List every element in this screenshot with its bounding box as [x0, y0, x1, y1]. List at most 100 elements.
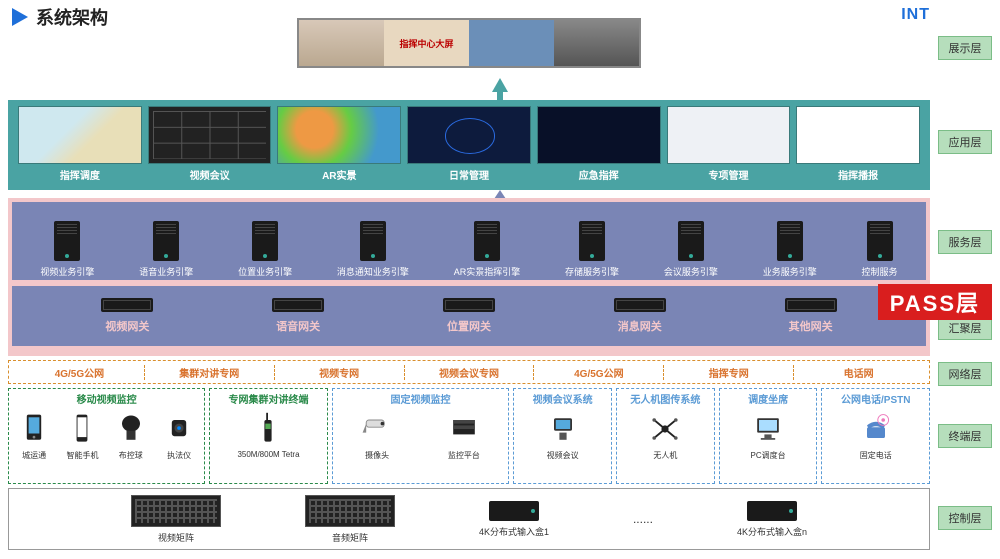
server-icon	[54, 221, 80, 261]
device-item: 智能手机	[66, 408, 98, 481]
cam-icon	[163, 408, 195, 450]
device-label: 监控平台	[448, 450, 480, 461]
server-icon	[153, 221, 179, 261]
control-item: 音频矩阵	[305, 495, 395, 544]
group-title: 视频会议系统	[518, 391, 607, 406]
app-label: AR实景	[322, 167, 356, 182]
gateway-label: 消息网关	[618, 318, 662, 334]
gateway-label: 位置网关	[447, 318, 491, 334]
gateway-icon	[785, 298, 837, 312]
gateway: 视频网关	[101, 298, 153, 334]
control-label: 4K分布式输入盒1	[479, 525, 549, 538]
service-label: 位置业务引擎	[238, 265, 292, 278]
device-label: 摄像头	[365, 450, 389, 461]
gateway-icon	[443, 298, 495, 312]
control-item: ......	[633, 512, 653, 526]
server-icon	[252, 221, 278, 261]
screen-panel	[299, 20, 384, 66]
network-segment: 视频会议专网	[405, 365, 535, 380]
gateway: 其他网关	[785, 298, 837, 334]
service-label: 语音业务引擎	[139, 265, 193, 278]
network-segment: 视频专网	[275, 365, 405, 380]
control-layer: 视频矩阵 音频矩阵 4K分布式输入盒1...... 4K分布式输入盒n	[8, 488, 930, 550]
server-icon	[678, 221, 704, 261]
matrix-icon	[305, 495, 395, 527]
tel-icon	[860, 408, 892, 450]
terminal-group: 移动视频监控城运通智能手机布控球 执法仪	[8, 388, 205, 484]
phone-icon	[66, 408, 98, 450]
control-item: 4K分布式输入盒1	[479, 501, 549, 538]
ball-icon	[115, 408, 147, 450]
service-label: 业务服务引擎	[763, 265, 817, 278]
device-item: 监控平台	[448, 408, 480, 481]
service-engine: 业务服务引擎	[763, 221, 817, 278]
group-title: 专网集群对讲终端	[214, 391, 322, 406]
app-thumb	[277, 106, 401, 164]
app-thumb	[667, 106, 791, 164]
display-layer: 指挥中心大屏	[8, 18, 930, 78]
pass-layer-wrapper: 视频业务引擎语音业务引擎位置业务引擎消息通知业务引擎AR实景指挥引擎存储服务引擎…	[8, 198, 930, 356]
device-label: 无人机	[653, 450, 677, 461]
app-label: 专项管理	[708, 167, 748, 182]
group-title: 移动视频监控	[13, 391, 200, 406]
server-icon	[579, 221, 605, 261]
device-item: 布控球	[115, 408, 147, 481]
device-item: 350M/800M Tetra	[237, 408, 299, 481]
layer-label-display: 展示层	[938, 36, 992, 60]
app-thumb	[537, 106, 661, 164]
gateway-icon	[101, 298, 153, 312]
app-thumb	[18, 106, 142, 164]
app-item: 视频会议	[148, 106, 272, 184]
control-label: 视频矩阵	[158, 531, 194, 544]
terminal-layer: 移动视频监控城运通智能手机布控球 执法仪 专网集群对讲终端 350M/800M Tet…	[8, 388, 930, 484]
matrix-icon	[131, 495, 221, 527]
application-layer: 指挥调度视频会议AR实景日常管理应急指挥专项管理指挥播报	[8, 100, 930, 190]
device-item: 执法仪	[163, 408, 195, 481]
service-engine: 会议服务引擎	[664, 221, 718, 278]
device-label: 执法仪	[167, 450, 191, 461]
server-icon	[360, 221, 386, 261]
service-label: 会议服务引擎	[664, 265, 718, 278]
service-engine: 语音业务引擎	[139, 221, 193, 278]
app-label: 视频会议	[190, 167, 230, 182]
app-item: 专项管理	[667, 106, 791, 184]
drone-icon	[649, 408, 681, 450]
device-item: 城运通	[18, 408, 50, 481]
layer-label-app: 应用层	[938, 130, 992, 154]
service-label: 存储服务引擎	[565, 265, 619, 278]
app-thumb	[407, 106, 531, 164]
conf-icon	[547, 408, 579, 450]
service-engine: 存储服务引擎	[565, 221, 619, 278]
group-title: 公网电话/PSTN	[826, 391, 925, 406]
network-segment: 集群对讲专网	[145, 365, 275, 380]
device-label: 350M/800M Tetra	[237, 450, 299, 459]
gateway-icon	[272, 298, 324, 312]
device-item: 视频会议	[547, 408, 579, 481]
network-layer: 4G/5G公网集群对讲专网视频专网视频会议专网4G/5G公网指挥专网电话网	[8, 360, 930, 384]
service-engine: AR实景指挥引擎	[454, 221, 521, 278]
terminal-group: 调度坐席PC调度台	[719, 388, 818, 484]
server-icon	[474, 221, 500, 261]
terminal-group: 专网集群对讲终端 350M/800M Tetra	[209, 388, 327, 484]
gateway-label: 其他网关	[789, 318, 833, 334]
screen-panel-title: 指挥中心大屏	[384, 20, 469, 66]
service-label: 视频业务引擎	[40, 265, 94, 278]
app-label: 应急指挥	[579, 167, 619, 182]
device-item: 无人机	[649, 408, 681, 481]
network-segment: 4G/5G公网	[15, 365, 145, 380]
layer-label-net: 网络层	[938, 362, 992, 386]
service-label: AR实景指挥引擎	[454, 265, 521, 278]
service-label: 控制服务	[862, 265, 898, 278]
layer-label-ctrl: 控制层	[938, 506, 992, 530]
aggregation-layer: 视频网关 语音网关位置网关 消息网关 其他网关	[12, 286, 926, 346]
command-center-screens: 指挥中心大屏	[297, 18, 641, 68]
service-layer: 视频业务引擎语音业务引擎位置业务引擎消息通知业务引擎AR实景指挥引擎存储服务引擎…	[12, 202, 926, 280]
device-item: PC调度台	[751, 408, 786, 481]
device-label: 布控球	[119, 450, 143, 461]
gateway-label: 视频网关	[105, 318, 149, 334]
gateway: 语音网关	[272, 298, 324, 334]
gateway: 消息网关	[614, 298, 666, 334]
gateway-icon	[614, 298, 666, 312]
control-item: 4K分布式输入盒n	[737, 501, 807, 538]
layer-label-service: 服务层	[938, 230, 992, 254]
